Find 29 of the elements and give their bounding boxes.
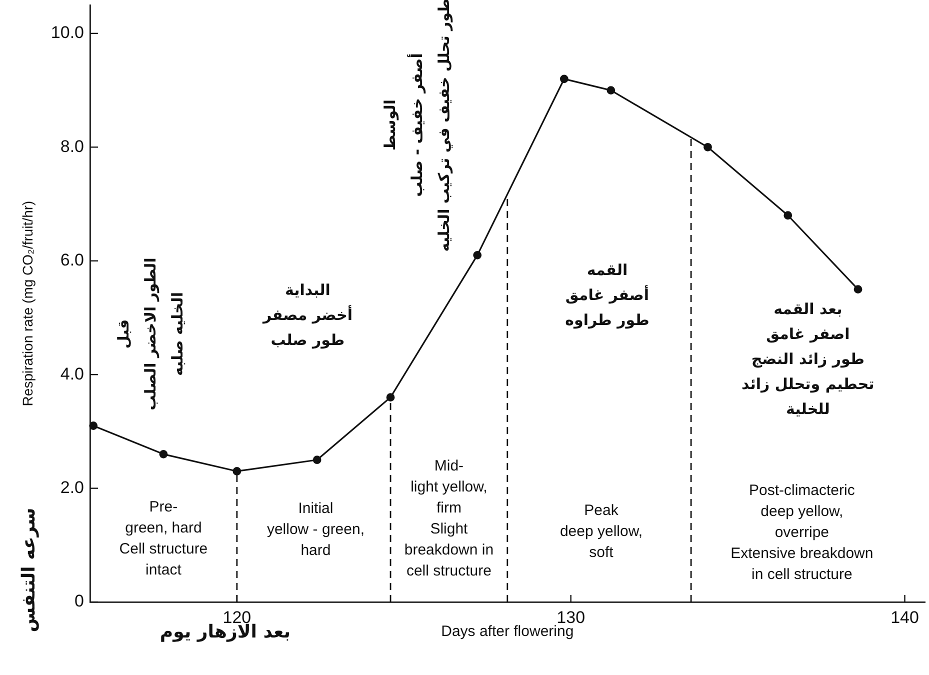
text: سرعه التنفس — [18, 508, 40, 632]
point — [704, 142, 712, 152]
point — [473, 250, 482, 260]
annotation: البداية أخضر مصفر طور صلب — [262, 280, 352, 349]
annotation: Peak deep yellow, soft — [560, 502, 643, 562]
annotation: بعد القمه اصفر غامق طور زائد النضج تحطيم وتحلل زائد للخلية — [742, 300, 874, 418]
point — [89, 422, 98, 430]
y-tick-label: 4.0 — [60, 364, 84, 384]
y-tick-label: 0 — [74, 592, 84, 611]
y-axis-title: Respiration rate (mg CO₂/fruit/hr) — [19, 200, 36, 406]
point — [784, 211, 792, 220]
point — [312, 456, 322, 464]
point — [232, 467, 242, 476]
point — [386, 393, 395, 402]
x-tick-label: 140 — [890, 608, 919, 627]
point — [854, 285, 862, 294]
y-tick-label: 6.0 — [60, 250, 84, 270]
y-tick-label: 10.0 — [50, 23, 84, 42]
y-tick-label: 8.0 — [60, 136, 84, 156]
point — [560, 74, 568, 84]
annotation: Pre- green, hard Cell structure intact — [119, 498, 208, 579]
point — [159, 450, 168, 458]
annotation: القمه أصفر غامق طور طراوه — [565, 260, 650, 329]
y-tick-label: 2.0 — [60, 478, 84, 497]
annotation: قبل الطور الاخضر الصلب الخليه صلبه — [114, 258, 186, 410]
annotation: Mid- light yellow, firm Slight breakdown in cell structure — [404, 458, 494, 580]
point — [606, 86, 616, 94]
annotation: Initial yellow - green, hard — [266, 500, 364, 560]
annotation: Post-climacteric deep yellow, overripe Extensive breakdown in cell structure — [730, 482, 874, 584]
